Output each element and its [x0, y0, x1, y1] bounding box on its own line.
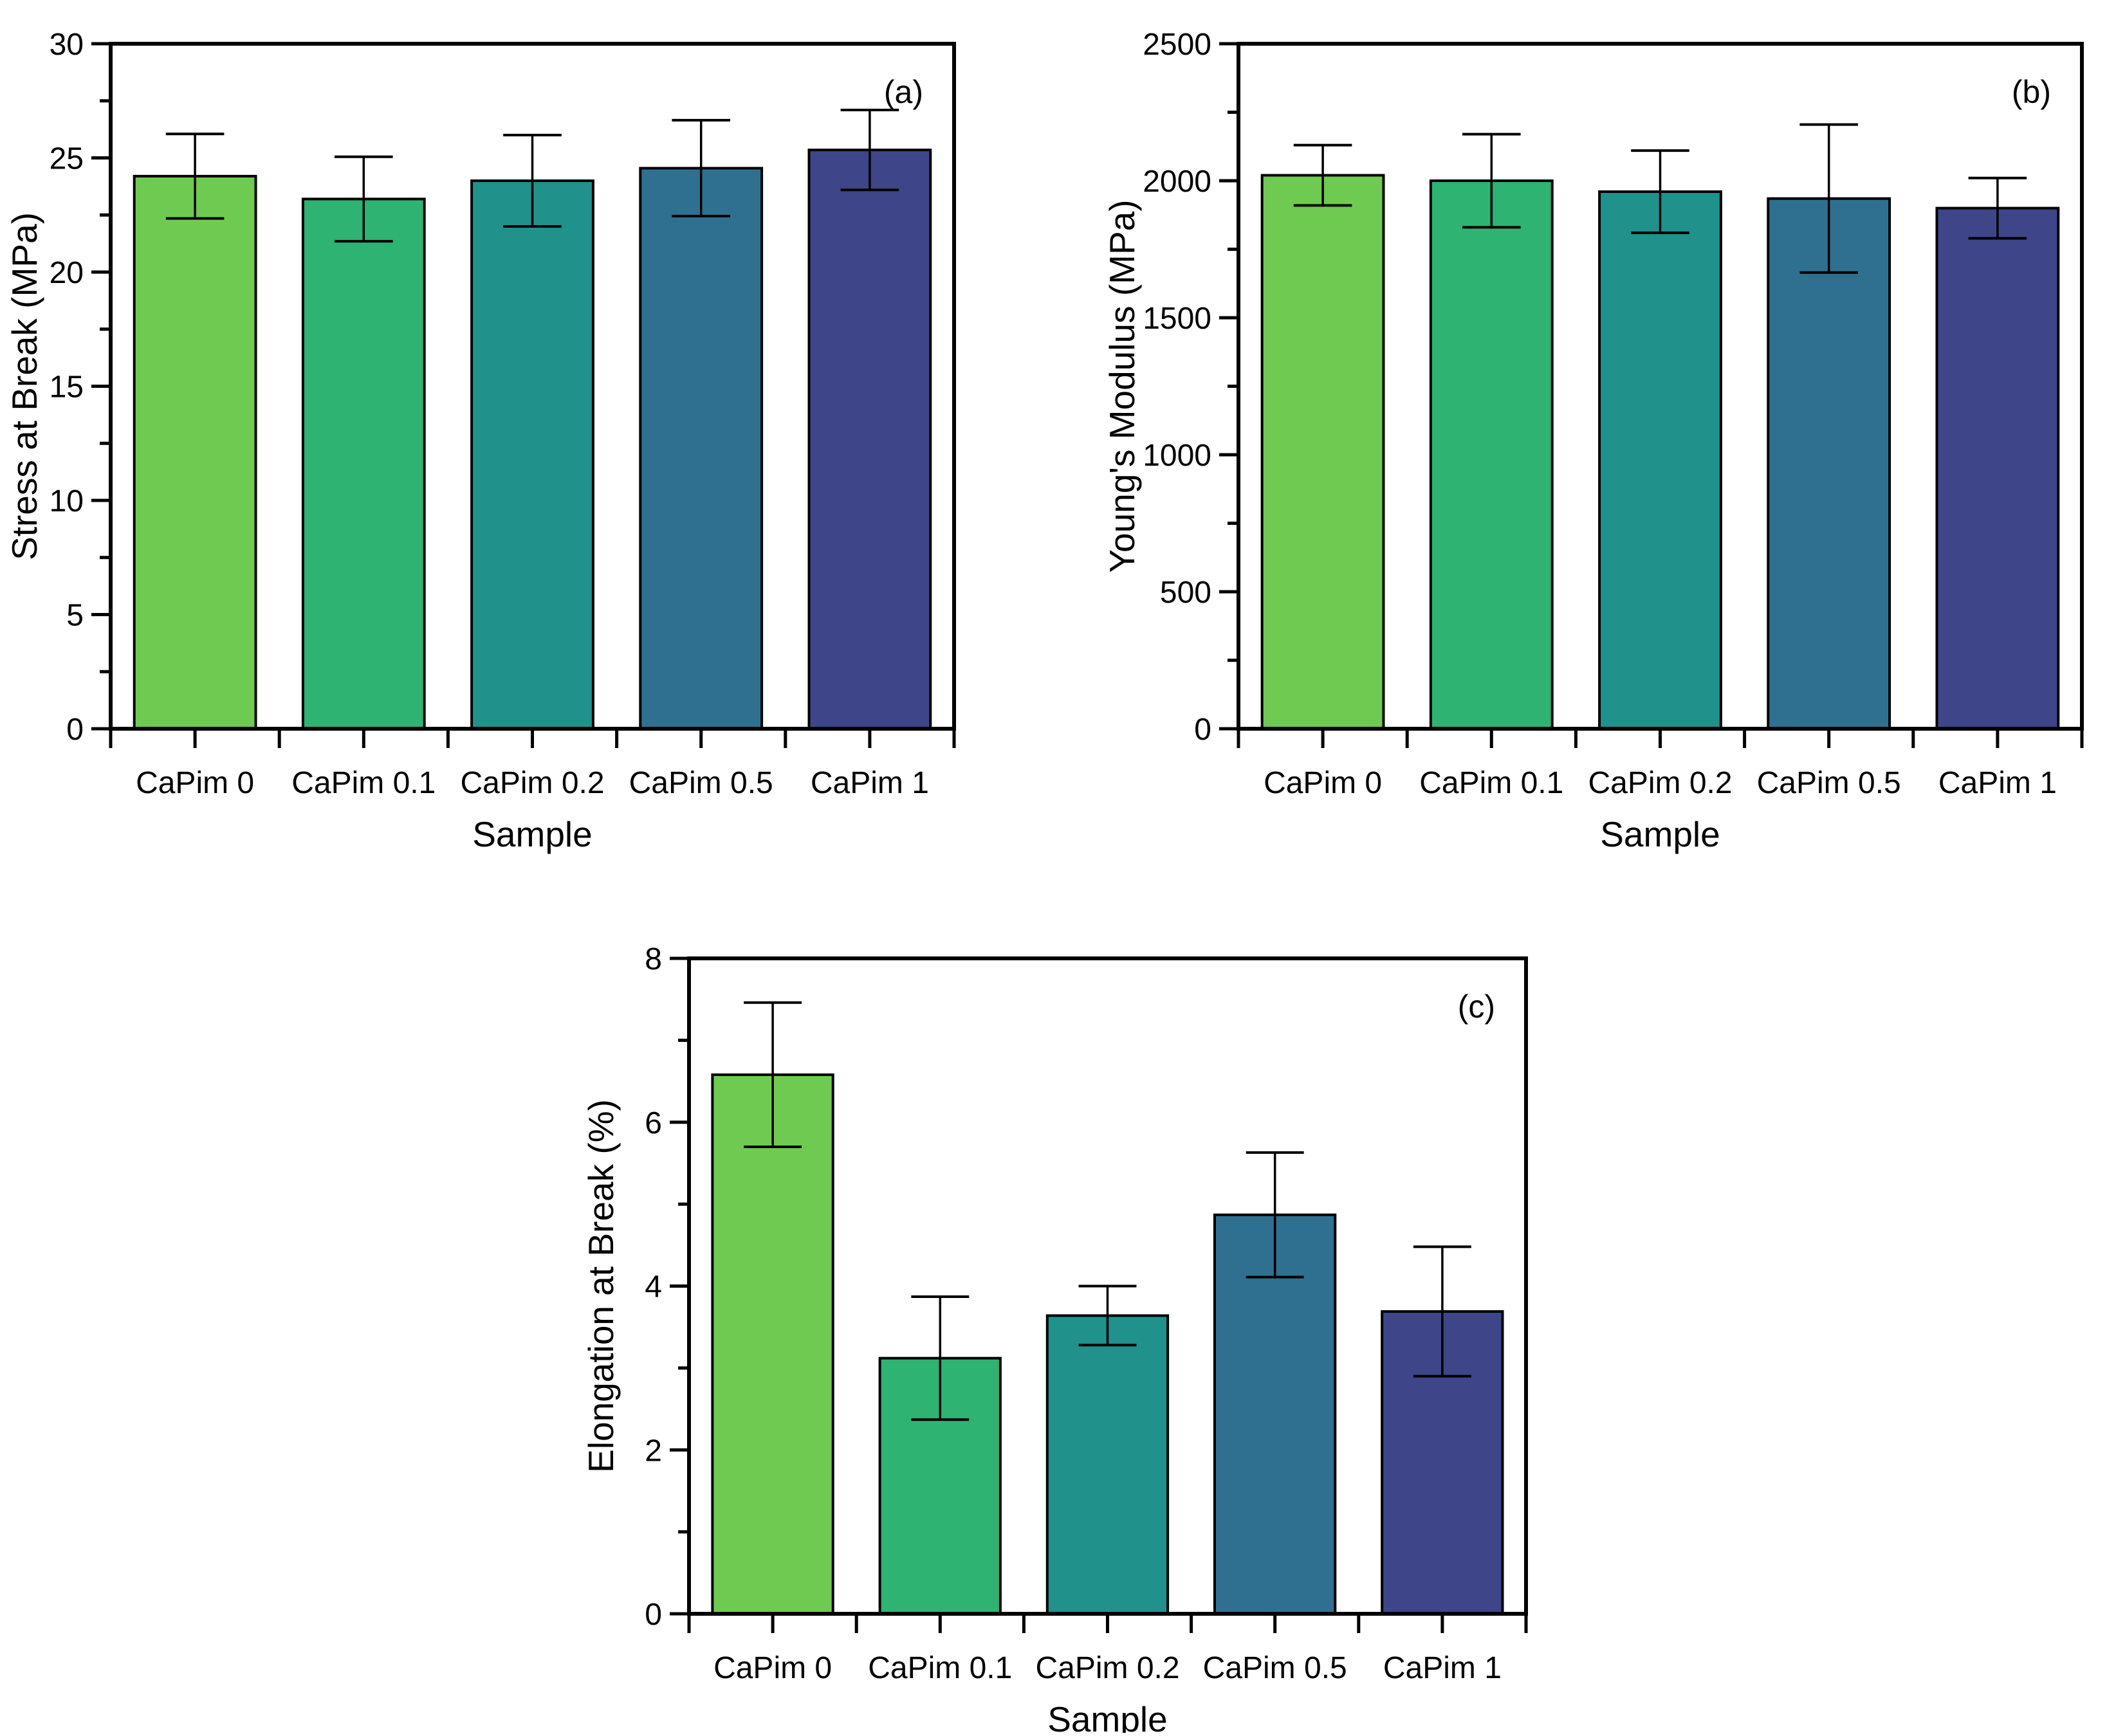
x-axis-category-label: CaPim 0.2 — [1035, 1651, 1179, 1685]
bar — [1935, 206, 2060, 731]
y-axis-tick-label: 10 — [50, 484, 84, 518]
chart-c: 0 2 4 6 8 CaPim 0 CaPim 0.1 CaPim 0.2 CaPim 0.5 C… — [581, 942, 1528, 1736]
x-axis-category-label: CaPim 0 — [136, 766, 254, 800]
y-axis-tick-label: 4 — [645, 1270, 662, 1304]
bar — [1767, 197, 1891, 730]
y-axis-tick-label: 5 — [66, 599, 84, 633]
x-axis-category-label: CaPim 0.5 — [1203, 1651, 1347, 1685]
error-bar — [1078, 1284, 1137, 1347]
y-axis-title: Stress at Break (MPa) — [5, 212, 44, 560]
x-axis-category-label: CaPim 0 — [713, 1651, 832, 1685]
x-axis-category-label: CaPim 0 — [1264, 766, 1382, 800]
chart-b: 0 500 1000 1500 2000 2500 CaPim 0 CaPim 0.1 CaPi… — [1102, 28, 2084, 854]
error-bar — [672, 118, 731, 218]
x-axis-title: Sample — [1600, 814, 1720, 854]
x-axis-category-label: CaPim 0.2 — [1588, 766, 1732, 800]
y-axis-title: Elongation at Break (%) — [581, 1099, 621, 1473]
error-bar — [1799, 123, 1859, 274]
bar — [807, 149, 932, 731]
panel-label: (a) — [884, 74, 923, 110]
y-axis-tick-label: 500 — [1160, 576, 1211, 610]
bar — [470, 179, 594, 730]
y-axis-title: Young's Modulus (MPa) — [1102, 199, 1142, 572]
error-bar — [911, 1295, 970, 1421]
y-axis-tick-label: 0 — [1194, 713, 1211, 747]
bar — [1213, 1213, 1337, 1615]
x-axis-title: Sample — [472, 814, 592, 854]
y-axis-tick-label: 30 — [50, 28, 84, 62]
x-axis-category-label: CaPim 0.2 — [460, 766, 604, 800]
y-axis-tick-label: 0 — [66, 713, 84, 747]
bar — [1598, 190, 1722, 730]
x-axis-category-label: CaPim 1 — [1938, 766, 2057, 800]
panel-label: (b) — [2012, 74, 2051, 110]
error-bar — [1631, 149, 1689, 234]
y-axis-tick-label: 6 — [645, 1106, 662, 1140]
x-axis-category-label: CaPim 0.5 — [629, 766, 773, 800]
error-bar — [334, 155, 393, 243]
bar — [1045, 1314, 1170, 1616]
error-bar — [1462, 132, 1521, 229]
bar — [639, 167, 764, 730]
bar — [1260, 174, 1385, 730]
x-axis-category-label: CaPim 0.1 — [1419, 766, 1563, 800]
y-axis-tick-label: 2 — [645, 1434, 662, 1468]
error-bar — [840, 108, 899, 192]
y-axis-tick-label: 1500 — [1143, 302, 1211, 336]
bar — [301, 197, 426, 730]
error-bar — [165, 132, 225, 220]
error-bar — [1246, 1151, 1304, 1279]
y-axis-tick-label: 20 — [50, 256, 84, 290]
x-axis-category-label: CaPim 0.1 — [291, 766, 436, 800]
y-axis-tick-label: 15 — [50, 370, 84, 405]
y-axis-tick-label: 25 — [50, 142, 84, 176]
bar — [133, 174, 257, 730]
x-axis-category-label: CaPim 0.1 — [868, 1651, 1012, 1685]
error-bar — [744, 1001, 802, 1148]
x-axis-category-label: CaPim 0.5 — [1757, 766, 1901, 800]
error-bar — [1293, 143, 1352, 207]
bar — [1429, 179, 1554, 730]
x-axis-title: Sample — [1047, 1699, 1167, 1733]
x-axis-category-label: CaPim 1 — [811, 766, 929, 800]
y-axis-tick-label: 8 — [645, 942, 662, 976]
y-axis-tick-label: 2000 — [1143, 165, 1211, 199]
error-bar — [1413, 1245, 1471, 1378]
panel-label: (c) — [1458, 989, 1495, 1025]
error-bar — [503, 134, 562, 228]
x-axis-category-label: CaPim 1 — [1383, 1651, 1502, 1685]
error-bar — [1968, 176, 2027, 240]
y-axis-tick-label: 1000 — [1143, 439, 1211, 473]
y-axis-tick-label: 0 — [645, 1598, 662, 1632]
chart-a: 0 5 10 15 20 25 30 CaPim 0 CaPim 0.1 CaPim 0.2 CaP… — [5, 28, 956, 854]
bar — [711, 1073, 834, 1615]
y-axis-tick-label: 2500 — [1143, 28, 1211, 62]
